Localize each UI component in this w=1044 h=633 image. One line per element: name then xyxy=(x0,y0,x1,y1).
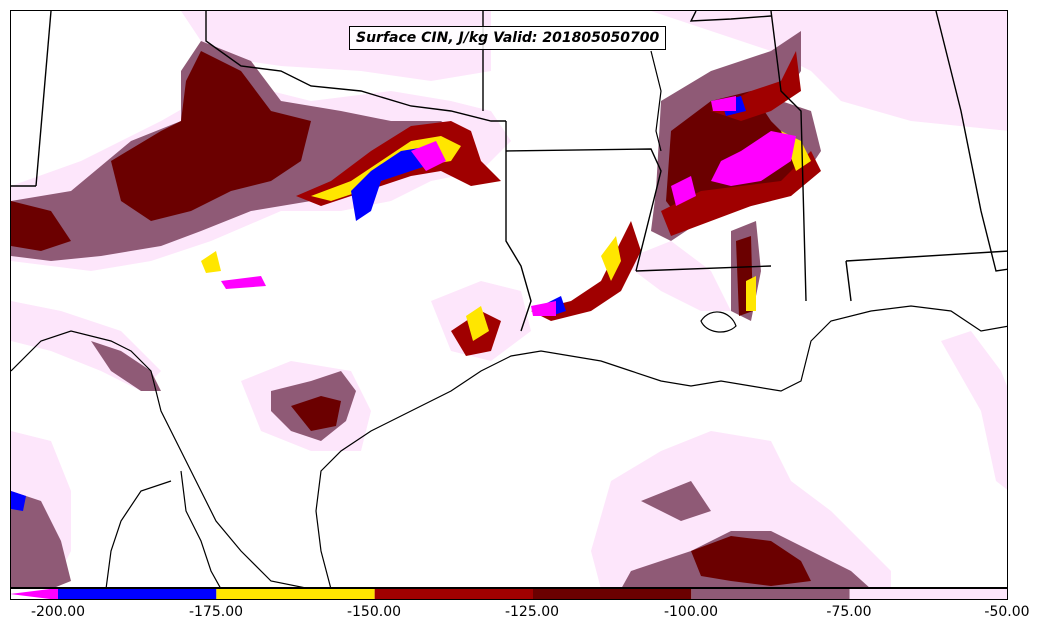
colorbar-underflow-triangle xyxy=(10,588,58,600)
map-title: Surface CIN, J/kg Valid: 201805050700 xyxy=(349,26,667,50)
colorbar-segment xyxy=(216,588,375,600)
colorbar-segment xyxy=(849,588,1008,600)
colorbar-segment xyxy=(58,588,217,600)
state-boundaries xyxy=(11,11,1007,332)
colorbar-outline xyxy=(10,588,1008,600)
colorbar-segment xyxy=(533,588,692,600)
cin-band-dark-red xyxy=(11,51,811,586)
colorbar-tick-label: -100.00 xyxy=(663,604,719,620)
coastline xyxy=(11,50,1007,587)
colorbar-segments xyxy=(58,588,1008,600)
cin-contour-map xyxy=(11,11,1007,587)
colorbar-tick-label: -150.00 xyxy=(346,604,402,620)
colorbar-tick-label: -50.00 xyxy=(984,604,1030,620)
colorbar-segment xyxy=(691,588,850,600)
colorbar-segment xyxy=(374,588,533,600)
colorbar-tick-label: -75.00 xyxy=(826,604,872,620)
colorbar-tick-label: -175.00 xyxy=(188,604,244,620)
cin-band-magenta xyxy=(221,96,796,316)
colorbar xyxy=(10,588,1008,600)
colorbar-tick-label: -125.00 xyxy=(504,604,560,620)
map-panel: Surface CIN, J/kg Valid: 201805050700 xyxy=(10,10,1008,588)
cin-band-light-pink xyxy=(11,11,1007,587)
colorbar-tick-label: -200.00 xyxy=(30,604,86,620)
